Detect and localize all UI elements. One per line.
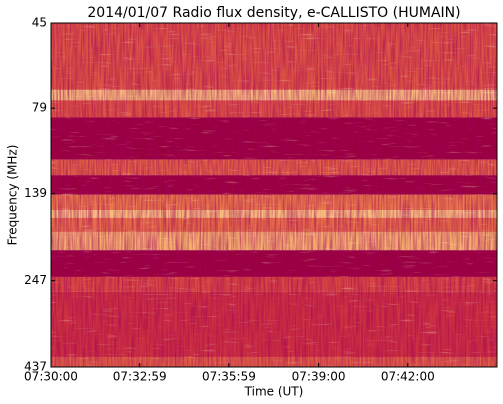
chart-title: 2014/01/07 Radio flux density, e-CALLIST… xyxy=(87,5,460,21)
x-tick-label: 07:30:00 xyxy=(24,370,78,384)
x-tick-label: 07:39:00 xyxy=(292,370,346,384)
x-tick-label: 07:35:59 xyxy=(202,370,256,384)
plot-area xyxy=(51,23,497,367)
x-tick-label: 07:32:59 xyxy=(113,370,167,384)
x-axis-label: Time (UT) xyxy=(244,385,304,399)
y-tick-label: 45 xyxy=(32,16,47,30)
y-tick-label: 139 xyxy=(24,186,47,200)
texture xyxy=(51,23,497,367)
x-tick-label: 07:42:00 xyxy=(381,370,435,384)
y-axis-label: Frequency (MHz) xyxy=(6,145,20,246)
y-tick-label: 247 xyxy=(24,273,47,287)
y-tick-label: 437 xyxy=(24,360,47,374)
plot-frame xyxy=(50,22,498,368)
y-tick-label: 79 xyxy=(32,101,47,115)
